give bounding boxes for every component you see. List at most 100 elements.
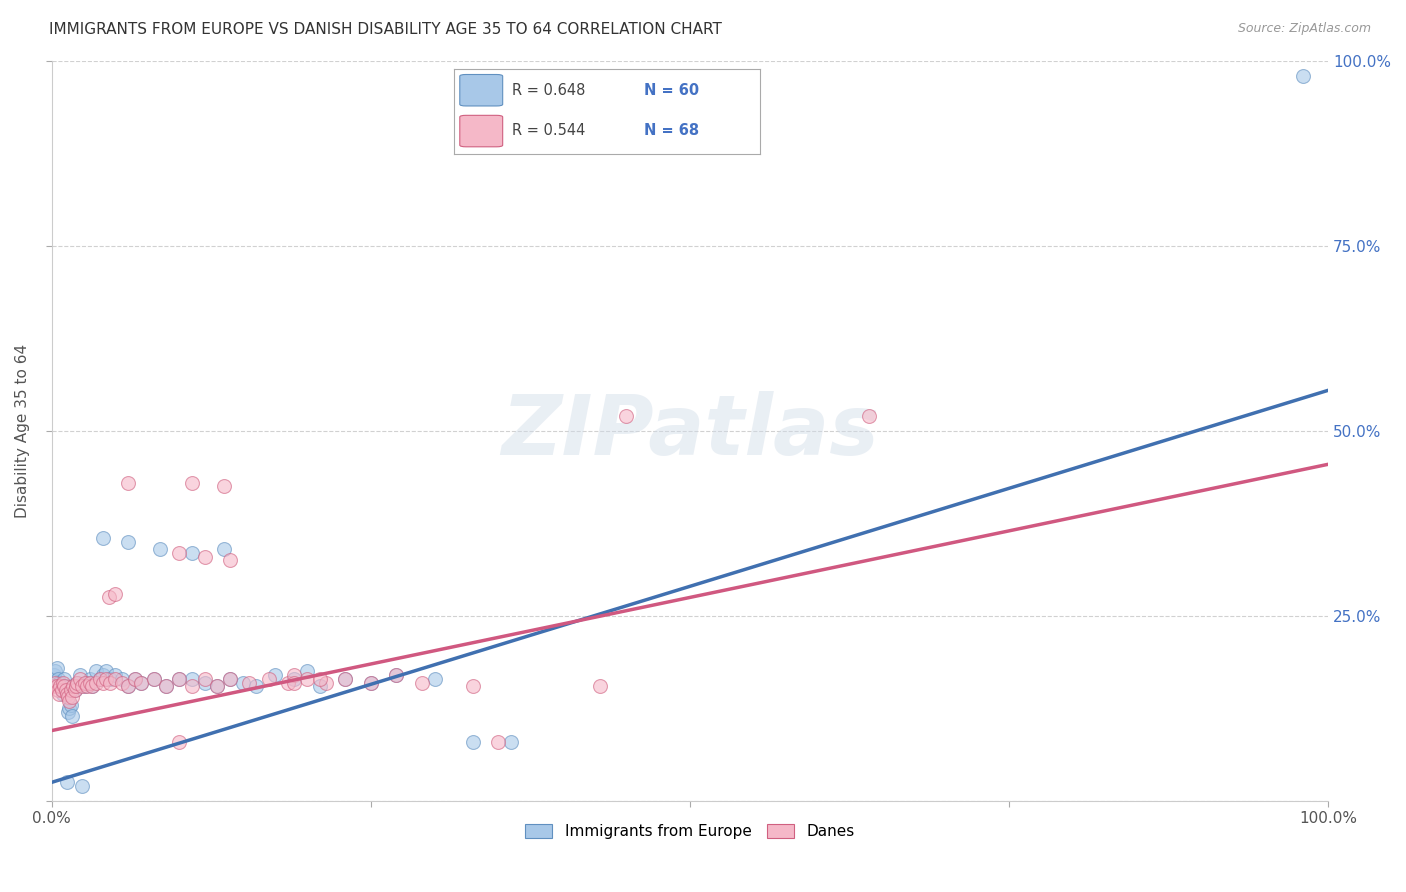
Point (149, 542, 172, 557)
Point (257, 672, 280, 686)
Point (308, 679, 330, 693)
Point (117, 475, 139, 490)
Point (167, 546, 190, 560)
Point (82, 679, 104, 693)
Point (207, 679, 229, 693)
Point (333, 672, 356, 686)
Point (66, 675, 89, 690)
Point (155, 679, 177, 693)
Text: Source: ZipAtlas.com: Source: ZipAtlas.com (1237, 22, 1371, 36)
Point (124, 672, 146, 686)
Point (117, 679, 139, 693)
Point (60, 690, 83, 705)
Point (181, 672, 204, 686)
Point (49, 679, 72, 693)
Point (79, 672, 101, 686)
Point (104, 587, 127, 601)
Point (385, 668, 408, 682)
Point (98, 672, 121, 686)
Point (73, 675, 96, 690)
Point (167, 672, 190, 686)
Point (51, 682, 73, 697)
Point (58, 701, 80, 715)
Point (73, 679, 96, 693)
Point (52, 687, 75, 701)
Point (66, 675, 89, 690)
Point (219, 553, 242, 567)
Point (53, 672, 76, 686)
Point (461, 679, 484, 693)
Point (70, 779, 93, 793)
Point (232, 675, 254, 690)
Point (45, 679, 67, 693)
Point (142, 672, 165, 686)
Point (589, 679, 612, 693)
Point (104, 672, 127, 686)
Point (52, 675, 75, 690)
Point (63, 682, 86, 697)
Point (283, 672, 305, 686)
Point (129, 675, 152, 690)
Point (56, 705, 79, 719)
Point (91, 675, 114, 690)
Point (111, 675, 134, 690)
Point (333, 672, 356, 686)
Point (111, 672, 134, 686)
Point (194, 675, 217, 690)
Point (315, 675, 337, 690)
Point (79, 675, 101, 690)
Legend: Immigrants from Europe, Danes: Immigrants from Europe, Danes (519, 818, 860, 845)
Point (142, 672, 165, 686)
Point (59, 682, 82, 697)
Point (1291, 69, 1313, 83)
Point (56, 775, 79, 789)
Point (69, 668, 91, 682)
Point (96, 665, 118, 679)
Point (614, 409, 637, 424)
Point (207, 679, 229, 693)
Point (89, 672, 111, 686)
Point (385, 668, 408, 682)
Point (245, 679, 267, 693)
Point (89, 672, 111, 686)
Point (65, 679, 87, 693)
Point (117, 679, 139, 693)
Point (461, 735, 484, 749)
Point (65, 679, 87, 693)
Point (53, 679, 76, 693)
Text: ZIPatlas: ZIPatlas (501, 391, 879, 472)
Point (91, 531, 114, 545)
Point (46, 672, 69, 686)
Point (84, 665, 107, 679)
Y-axis label: Disability Age 35 to 64: Disability Age 35 to 64 (15, 344, 30, 518)
Point (98, 675, 121, 690)
Point (96, 672, 118, 686)
Point (411, 675, 433, 690)
Point (56, 690, 79, 705)
Point (501, 735, 523, 749)
Point (219, 672, 242, 686)
Point (423, 672, 446, 686)
Point (56, 687, 79, 701)
Point (295, 672, 318, 686)
Point (167, 672, 190, 686)
Point (308, 672, 330, 686)
Text: IMMIGRANTS FROM EUROPE VS DANISH DISABILITY AGE 35 TO 64 CORRELATION CHART: IMMIGRANTS FROM EUROPE VS DANISH DISABIL… (49, 22, 723, 37)
Point (45, 661, 67, 675)
Point (63, 682, 86, 697)
Point (104, 668, 127, 682)
Point (219, 672, 242, 686)
Point (62, 679, 84, 693)
Point (858, 409, 880, 424)
Point (76, 679, 98, 693)
Point (42, 679, 65, 693)
Point (48, 687, 70, 701)
Point (360, 675, 382, 690)
Point (360, 675, 382, 690)
Point (283, 668, 305, 682)
Point (69, 672, 91, 686)
Point (55, 679, 77, 693)
Point (49, 679, 72, 693)
Point (51, 682, 73, 697)
Point (55, 682, 77, 697)
